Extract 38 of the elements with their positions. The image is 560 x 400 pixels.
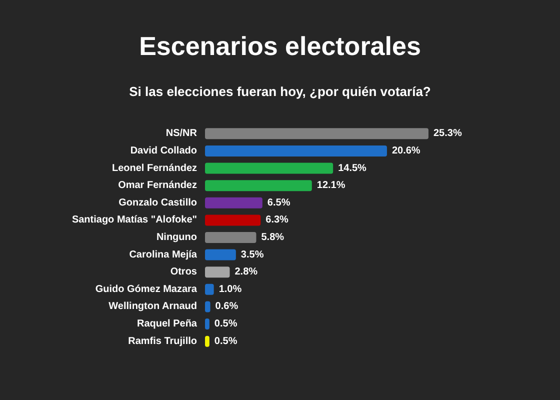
y-tick-label: Otros bbox=[170, 266, 198, 278]
chart-subtitle: Si las elecciones fueran hoy, ¿por quién votaría? bbox=[129, 84, 431, 99]
y-tick-label: Raquel Peña bbox=[136, 318, 198, 330]
data-label: 0.5% bbox=[214, 336, 238, 347]
bar bbox=[205, 197, 262, 208]
data-label: 1.0% bbox=[218, 284, 242, 295]
bar bbox=[205, 145, 387, 156]
data-label: 5.8% bbox=[261, 232, 284, 243]
chart-title: Escenarios electorales bbox=[139, 31, 421, 61]
bar bbox=[205, 214, 261, 226]
data-label: 0.5% bbox=[214, 318, 238, 330]
data-label: 12.1% bbox=[316, 180, 346, 192]
data-label: 2.8% bbox=[234, 266, 258, 278]
y-tick-label: David Collado bbox=[130, 145, 197, 156]
data-label: 14.5% bbox=[338, 162, 367, 174]
data-label: 25.3% bbox=[433, 128, 462, 140]
y-tick-label: Ninguno bbox=[156, 232, 197, 243]
data-label: 20.6% bbox=[392, 145, 420, 156]
data-label: 0.6% bbox=[215, 301, 238, 312]
y-tick-label: NS/NR bbox=[166, 128, 198, 140]
bar bbox=[205, 266, 230, 278]
y-tick-label: Carolina Mejía bbox=[129, 249, 198, 260]
data-label: 6.3% bbox=[266, 214, 289, 226]
y-tick-label: Omar Fernández bbox=[118, 180, 197, 192]
bar bbox=[205, 249, 236, 260]
bar bbox=[205, 284, 214, 295]
bar bbox=[205, 128, 428, 140]
data-label: 3.5% bbox=[240, 249, 264, 260]
bar bbox=[205, 162, 334, 174]
y-tick-label: Ramfis Trujillo bbox=[128, 336, 197, 347]
y-tick-label: Leonel Fernández bbox=[112, 162, 197, 174]
bar bbox=[205, 180, 312, 192]
y-tick-label: Guido Gómez Mazara bbox=[95, 284, 198, 295]
bar bbox=[205, 232, 256, 243]
y-tick-label: Gonzalo Castillo bbox=[118, 197, 197, 208]
data-label: 6.5% bbox=[267, 197, 290, 208]
y-tick-label: Wellington Arnaud bbox=[108, 301, 197, 312]
y-tick-label: Santiago Matías "Alofoke" bbox=[72, 214, 198, 226]
